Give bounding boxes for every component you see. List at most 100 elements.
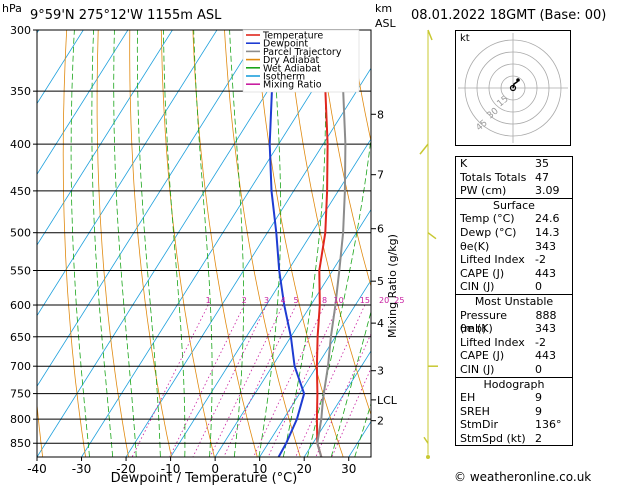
pressure-tick-label: 500	[10, 227, 31, 240]
mu-label: CAPE (J)	[460, 349, 505, 363]
dry-adiabat-line	[192, 30, 258, 457]
mu-value: -2	[535, 335, 546, 349]
index-label: K	[460, 157, 468, 170]
hodo-value: 9	[535, 404, 542, 418]
dry-adiabat-line	[581, 0, 629, 466]
mu-label: θe (K)	[460, 322, 493, 336]
pressure-tick-label: 750	[10, 388, 31, 401]
index-label: PW (cm)	[460, 184, 507, 198]
mixing-ratio-label: 15	[360, 296, 370, 305]
x-tick-label: 20	[297, 462, 312, 476]
x-tick-label: -30	[72, 462, 92, 476]
legend-label: Isotherm	[263, 72, 305, 83]
km-tick-label: 8	[377, 108, 384, 121]
x-tick-label: -40	[27, 462, 47, 476]
wet-adiabat-line	[113, 30, 137, 457]
hodo-row: SREH 9	[456, 405, 572, 419]
surface-value: -2	[535, 253, 546, 267]
mixing-ratio-label: 2	[242, 296, 247, 305]
mu-row: Lifted Index -2	[456, 336, 572, 350]
hodo-label: SREH	[460, 404, 490, 418]
mixing-ratio-line	[223, 304, 297, 457]
mu-row: θe (K) 343	[456, 322, 572, 336]
x-axis-label: Dewpoint / Temperature (°C)	[111, 471, 298, 486]
mixing-ratio-line	[169, 304, 245, 457]
dry-adiabat-line	[62, 30, 87, 457]
pressure-tick-label: 700	[10, 360, 31, 373]
profile-lines	[268, 30, 347, 457]
series-line-parcel-trajectory	[316, 30, 347, 457]
plot-frame	[36, 29, 372, 458]
x-tick-label: 0	[211, 462, 219, 476]
x-tick-label: -10	[161, 462, 181, 476]
wind-barb-calm	[426, 455, 430, 459]
wind-barb	[423, 436, 429, 444]
mu-row: CIN (J) 0	[456, 363, 572, 377]
isotherm-line	[37, 30, 218, 317]
wind-barb	[419, 143, 429, 155]
pressure-tick-label: 600	[10, 299, 31, 312]
series-line-temperature	[315, 30, 330, 457]
legend-box	[242, 29, 360, 93]
surface-value: 14.3	[535, 225, 560, 239]
asl-unit-label: ASL	[375, 17, 396, 30]
hodograph: kt 15 30 45	[455, 30, 571, 146]
mixing-ratio-label: 4	[280, 296, 285, 305]
wet-adiabat-line	[193, 30, 213, 457]
wet-adiabat-line	[136, 30, 161, 457]
dry-adiabat-line	[318, 30, 371, 288]
mixing-ratio-line	[315, 332, 371, 457]
km-tick-label: 7	[377, 169, 384, 182]
hodo-value: 9	[535, 391, 542, 405]
pressure-tick-label: 650	[10, 331, 31, 344]
pressure-tick-label: 550	[10, 265, 31, 278]
mixing-ratio-line	[209, 304, 284, 457]
hodo-value: 136°	[535, 418, 562, 432]
mixing-ratio-label: 25	[394, 296, 404, 305]
km-tick-label: 2	[377, 415, 384, 428]
pressure-tick-label: 350	[10, 85, 31, 98]
mu-label: Lifted Index	[460, 335, 525, 349]
surface-label: CAPE (J)	[460, 266, 505, 280]
hodograph-endpoint	[516, 78, 520, 82]
pressure-tick-label: 400	[10, 138, 31, 151]
index-row: K 35	[456, 157, 572, 171]
km-tick-label: 4	[377, 317, 384, 330]
dry-adiabat-line	[96, 30, 129, 457]
surface-label: Temp (°C)	[460, 212, 515, 226]
km-tick-label: 6	[377, 223, 384, 236]
dry-adiabat-line	[611, 0, 629, 466]
mixing-ratio-axis-label: Mixing Ratio (g/kg)	[386, 234, 399, 338]
hodograph-plot: kt 15 30 45	[458, 33, 568, 143]
isotherm-line	[37, 30, 173, 246]
surface-label: CIN (J)	[460, 280, 495, 294]
km-unit-label: km	[375, 2, 393, 15]
hodograph-ring-label: 30	[486, 106, 501, 121]
datetime-label: 08.01.2022 18GMT (Base: 00)	[411, 8, 607, 23]
mu-row: CAPE (J) 443	[456, 349, 572, 363]
surface-row: θe(K) 343	[456, 240, 572, 254]
most-unstable-title: Most Unstable	[456, 293, 572, 309]
dry-adiabat-line	[255, 30, 344, 457]
index-row: PW (cm) 3.09	[456, 184, 572, 198]
wind-barbs	[419, 29, 438, 459]
wind-barb	[427, 232, 437, 240]
surface-label: Dewp (°C)	[460, 225, 517, 239]
surface-row: Temp (°C) 24.6	[456, 212, 572, 226]
surface-row: Dewp (°C) 14.3	[456, 226, 572, 240]
hodo-value: 2	[535, 431, 542, 445]
legend-label: Mixing Ratio	[263, 80, 322, 91]
hodograph-stats-title: Hodograph	[456, 376, 572, 392]
credit-label: © weatheronline.co.uk	[454, 470, 592, 484]
isotherm-line	[259, 279, 371, 457]
mixing-ratio-label: 1	[206, 296, 211, 305]
x-tick-label: -20	[116, 462, 136, 476]
hodo-label: StmDir	[460, 418, 499, 432]
legend-label: Dry Adiabat	[263, 55, 320, 66]
dry-adiabat-line	[350, 30, 371, 143]
hodo-row: StmDir 136°	[456, 418, 572, 432]
pressure-tick-label: 850	[10, 437, 31, 450]
isotherm-line	[37, 30, 129, 176]
